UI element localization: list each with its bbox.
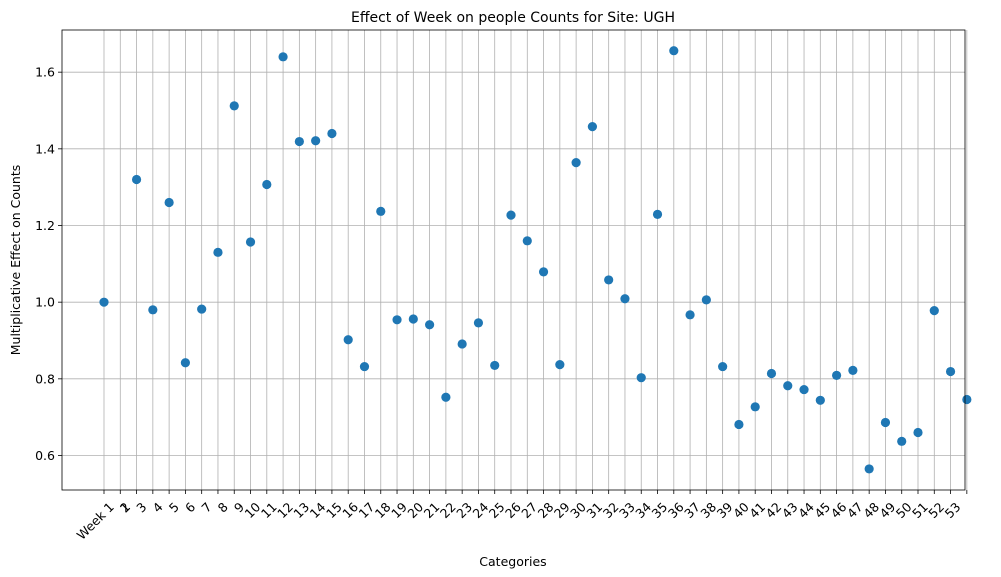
data-point	[783, 381, 793, 391]
x-tick-label: 5	[166, 499, 182, 515]
data-point	[213, 247, 223, 257]
data-point	[538, 267, 549, 277]
data-point	[392, 315, 402, 325]
y-tick-label: 1.6	[35, 65, 55, 80]
data-point	[131, 174, 142, 185]
data-point	[701, 295, 711, 305]
chart-title: Effect of Week on people Counts for Site…	[351, 10, 675, 26]
x-axis-label: Categories	[479, 554, 546, 569]
data-point	[929, 306, 939, 316]
data-point	[506, 210, 516, 220]
x-tick-label: 4	[150, 499, 166, 515]
data-point	[473, 318, 484, 328]
y-tick-label: 0.6	[35, 448, 55, 463]
y-tick-label: 1.0	[35, 295, 55, 310]
data-point	[604, 275, 614, 285]
x-tick-label: 2	[117, 499, 133, 515]
data-point	[522, 236, 532, 246]
data-point	[555, 360, 565, 370]
y-tick-label: 1.4	[35, 141, 55, 156]
data-point	[636, 373, 646, 383]
y-axis-label: Multiplicative Effect on Counts	[8, 165, 23, 356]
data-point	[245, 237, 256, 247]
data-point	[962, 394, 972, 405]
data-point	[685, 310, 695, 320]
data-point	[343, 335, 353, 345]
x-tick-label: 8	[215, 499, 231, 515]
x-tick-label: 7	[198, 499, 214, 515]
point-layer	[99, 46, 972, 474]
x-tick-label: 6	[182, 499, 198, 515]
data-point	[425, 320, 435, 330]
data-point	[734, 419, 744, 430]
data-point	[197, 304, 207, 314]
grid-layer	[62, 30, 968, 490]
data-point	[652, 209, 663, 219]
data-point	[311, 136, 321, 146]
data-point	[750, 402, 760, 412]
data-point	[815, 395, 825, 405]
x-tick-label: 53	[942, 499, 964, 521]
data-point	[164, 197, 174, 208]
data-point	[262, 179, 272, 190]
y-tick-label: 0.8	[35, 371, 55, 386]
plot-frame	[61, 29, 966, 491]
data-point	[490, 360, 500, 371]
data-point	[945, 366, 956, 377]
data-point	[799, 384, 809, 395]
data-point	[669, 46, 679, 56]
data-point	[180, 358, 190, 368]
data-point	[913, 427, 923, 438]
data-point	[571, 158, 581, 168]
x-tick-label: Week 1	[74, 499, 117, 542]
data-point	[766, 368, 777, 379]
data-point	[457, 339, 467, 349]
data-point	[848, 365, 858, 375]
data-point	[620, 294, 630, 304]
data-point	[327, 128, 337, 139]
data-point	[99, 297, 109, 307]
data-point	[376, 206, 386, 216]
data-point	[408, 314, 418, 324]
data-point	[148, 305, 158, 315]
y-tick-label: 1.2	[35, 218, 55, 233]
data-point	[832, 370, 842, 380]
data-point	[278, 52, 288, 62]
data-point	[587, 122, 598, 132]
data-point	[359, 361, 370, 372]
data-point	[229, 101, 239, 111]
data-point	[897, 436, 907, 446]
data-point	[441, 392, 451, 402]
data-point	[864, 464, 874, 474]
data-point	[880, 417, 891, 428]
x-tick-label: 3	[133, 499, 149, 515]
data-point	[718, 361, 728, 372]
data-point	[294, 136, 304, 147]
